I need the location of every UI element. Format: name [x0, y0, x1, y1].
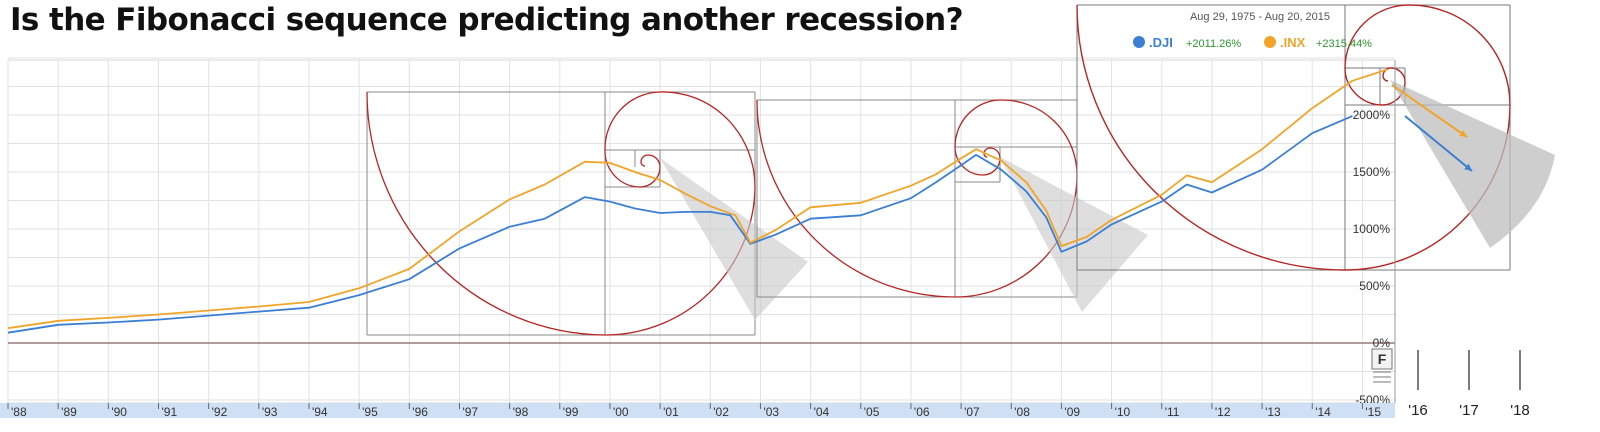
series-lines — [7, 68, 1388, 334]
x-tick-label: '93 — [262, 405, 278, 419]
dji-legend-change: +2011.26% — [1186, 38, 1241, 50]
dji-projection-arrow-head — [1464, 163, 1472, 171]
fib-spiral — [1076, 4, 1511, 271]
x-tick-label: '06 — [914, 405, 930, 419]
gridlines — [7, 57, 1396, 404]
projection-cone — [1000, 157, 1148, 312]
y-tick-label: 2000% — [1353, 108, 1391, 122]
inx-legend-dot — [1264, 36, 1276, 48]
inx-projection-arrow-head — [1459, 130, 1467, 137]
y-tick-label: 0% — [1373, 336, 1391, 350]
x-tick-label: '97 — [462, 405, 478, 419]
legend-date-range: Aug 29, 1975 - Aug 20, 2015 — [1190, 11, 1330, 23]
x-tick-label: '04 — [814, 405, 830, 419]
x-tick-label: '05 — [864, 405, 880, 419]
dji-legend-dot — [1133, 36, 1145, 48]
inx-series-line — [7, 68, 1388, 330]
x-tick-label: '98 — [513, 405, 529, 419]
x-tick-label: '99 — [563, 405, 579, 419]
fib-spiral — [366, 91, 756, 336]
x-tick-label: '01 — [663, 405, 679, 419]
y-tick-label: 1000% — [1353, 222, 1391, 236]
y-tick-label: 500% — [1359, 279, 1390, 293]
future-year-label: '17 — [1459, 402, 1479, 419]
y-tick-label: 1500% — [1353, 165, 1391, 179]
fib-flag — [1371, 348, 1393, 370]
dji-projection-arrow — [1404, 115, 1473, 172]
x-tick-label: '00 — [613, 405, 629, 419]
x-tick-label: '11 — [1165, 405, 1180, 419]
legend: Aug 29, 1975 - Aug 20, 2015 .DJI +2011.26%… — [1133, 11, 1372, 50]
x-tick-label: '08 — [1014, 405, 1030, 419]
x-tick-label: '96 — [412, 405, 428, 419]
fib-spiral — [756, 99, 1078, 298]
x-tick-label: '15 — [1365, 405, 1381, 419]
x-axis-band — [0, 403, 1395, 418]
future-year-label: '16 — [1408, 402, 1428, 419]
chart-title: Is the Fibonacci sequence predicting ano… — [10, 2, 964, 38]
fib-flag-label: F — [1378, 351, 1387, 367]
projection-cone — [1390, 80, 1555, 248]
x-tick-label: '10 — [1115, 405, 1131, 419]
fibonacci-overlay — [366, 4, 1555, 336]
dji-legend-name: .DJI — [1149, 35, 1173, 50]
x-tick-label: '02 — [713, 405, 729, 419]
projection-cone — [660, 158, 808, 320]
x-tick-label: '07 — [964, 405, 980, 419]
x-tick-label: '14 — [1315, 405, 1331, 419]
x-tick-label: '12 — [1215, 405, 1231, 419]
plot-frame — [7, 59, 1396, 404]
x-tick-label: '91 — [161, 405, 177, 419]
inx-legend-change: +2315.44% — [1316, 38, 1372, 50]
x-tick-label: '90 — [111, 405, 127, 419]
x-tick-label: '88 — [11, 405, 27, 419]
x-tick-label: '09 — [1064, 405, 1080, 419]
projection-arrows — [1391, 84, 1473, 172]
future-year-label: '18 — [1510, 402, 1530, 419]
x-tick-label: '95 — [362, 405, 378, 419]
x-tick-label: '13 — [1265, 405, 1281, 419]
x-tick-label: '92 — [212, 405, 228, 419]
axes: 2000%1500%1000%500%0%-500%'88'89'90'91'9… — [0, 60, 1530, 419]
x-tick-label: '94 — [312, 405, 328, 419]
inx-projection-arrow — [1391, 84, 1468, 138]
x-tick-label: '03 — [763, 405, 779, 419]
dji-series-line — [7, 115, 1353, 334]
inx-legend-name: .INX — [1280, 35, 1306, 50]
x-tick-label: '89 — [61, 405, 77, 419]
